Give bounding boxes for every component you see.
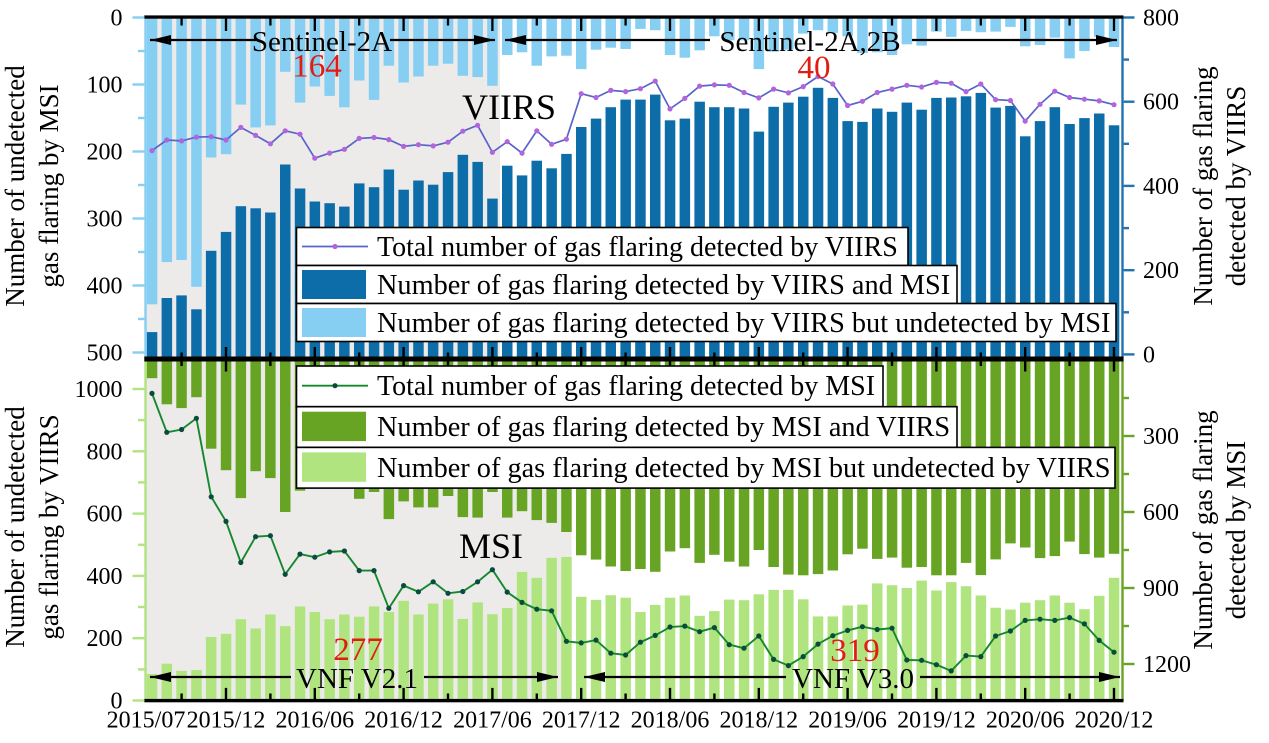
svg-text:VNF V2.1: VNF V2.1 — [296, 663, 418, 695]
svg-text:gas flaring by VIIRS: gas flaring by VIIRS — [34, 414, 64, 639]
svg-text:0: 0 — [111, 689, 123, 715]
svg-text:MSI: MSI — [459, 526, 523, 566]
svg-text:2017/06: 2017/06 — [453, 708, 532, 734]
svg-text:2020/12: 2020/12 — [1075, 708, 1154, 734]
svg-text:2015/12: 2015/12 — [187, 708, 266, 734]
svg-text:1000: 1000 — [75, 377, 123, 403]
svg-text:2019/12: 2019/12 — [897, 708, 976, 734]
svg-text:600: 600 — [1143, 90, 1179, 116]
svg-text:Number of undetected: Number of undetected — [0, 65, 30, 307]
svg-text:200: 200 — [87, 140, 123, 166]
svg-text:800: 800 — [1143, 6, 1179, 32]
svg-text:detected by VIIRS: detected by VIIRS — [1221, 86, 1251, 286]
svg-text:Number of gas flaring detected: Number of gas flaring detected by VIIRS … — [377, 308, 1110, 339]
svg-text:2016/12: 2016/12 — [364, 708, 443, 734]
svg-text:Number of undetected: Number of undetected — [0, 406, 30, 648]
svg-text:200: 200 — [87, 626, 123, 652]
svg-text:0: 0 — [111, 6, 123, 32]
svg-text:Total number of gas flaring de: Total number of gas flaring detected by … — [377, 232, 898, 263]
svg-text:Number of gas flaring detected: Number of gas flaring detected by MSI bu… — [377, 453, 1110, 484]
svg-text:Total number of gas flaring de: Total number of gas flaring detected by … — [377, 371, 875, 402]
svg-text:164: 164 — [292, 49, 342, 85]
svg-text:300: 300 — [87, 207, 123, 233]
svg-text:2018/12: 2018/12 — [719, 708, 798, 734]
svg-text:300: 300 — [1143, 424, 1179, 450]
svg-text:0: 0 — [1143, 342, 1155, 368]
svg-text:2017/12: 2017/12 — [542, 708, 621, 734]
svg-text:2018/06: 2018/06 — [631, 708, 710, 734]
svg-text:Sentinel-2A: Sentinel-2A — [252, 26, 392, 58]
svg-text:600: 600 — [87, 502, 123, 528]
svg-text:400: 400 — [1143, 174, 1179, 200]
svg-text:Number of gas flaring detected: Number of gas flaring detected by VIIRS … — [377, 270, 950, 301]
svg-text:2020/06: 2020/06 — [986, 708, 1065, 734]
svg-text:100: 100 — [87, 73, 123, 99]
svg-text:Sentinel-2A,2B: Sentinel-2A,2B — [719, 26, 900, 58]
svg-text:40: 40 — [798, 50, 831, 86]
svg-text:1200: 1200 — [1143, 652, 1191, 678]
svg-text:800: 800 — [87, 439, 123, 465]
svg-text:200: 200 — [1143, 258, 1179, 284]
svg-text:400: 400 — [87, 564, 123, 590]
svg-text:gas flaring by MSI: gas flaring by MSI — [34, 84, 64, 287]
svg-text:319: 319 — [830, 633, 880, 669]
svg-text:Number of gas flaring: Number of gas flaring — [1188, 66, 1218, 305]
svg-text:500: 500 — [87, 341, 123, 367]
svg-text:Number of gas flaring detected: Number of gas flaring detected by MSI an… — [377, 412, 950, 443]
svg-text:400: 400 — [87, 274, 123, 300]
svg-text:Number of gas flaring: Number of gas flaring — [1188, 410, 1218, 649]
svg-text:900: 900 — [1143, 576, 1179, 602]
svg-text:detected by MSI: detected by MSI — [1221, 441, 1251, 619]
svg-text:277: 277 — [333, 632, 383, 668]
svg-text:VIIRS: VIIRS — [462, 87, 556, 127]
svg-text:2019/06: 2019/06 — [808, 708, 887, 734]
svg-text:2016/06: 2016/06 — [275, 708, 354, 734]
svg-text:VNF V3.0: VNF V3.0 — [792, 663, 914, 695]
svg-text:2015/07: 2015/07 — [107, 708, 186, 734]
svg-text:600: 600 — [1143, 500, 1179, 526]
